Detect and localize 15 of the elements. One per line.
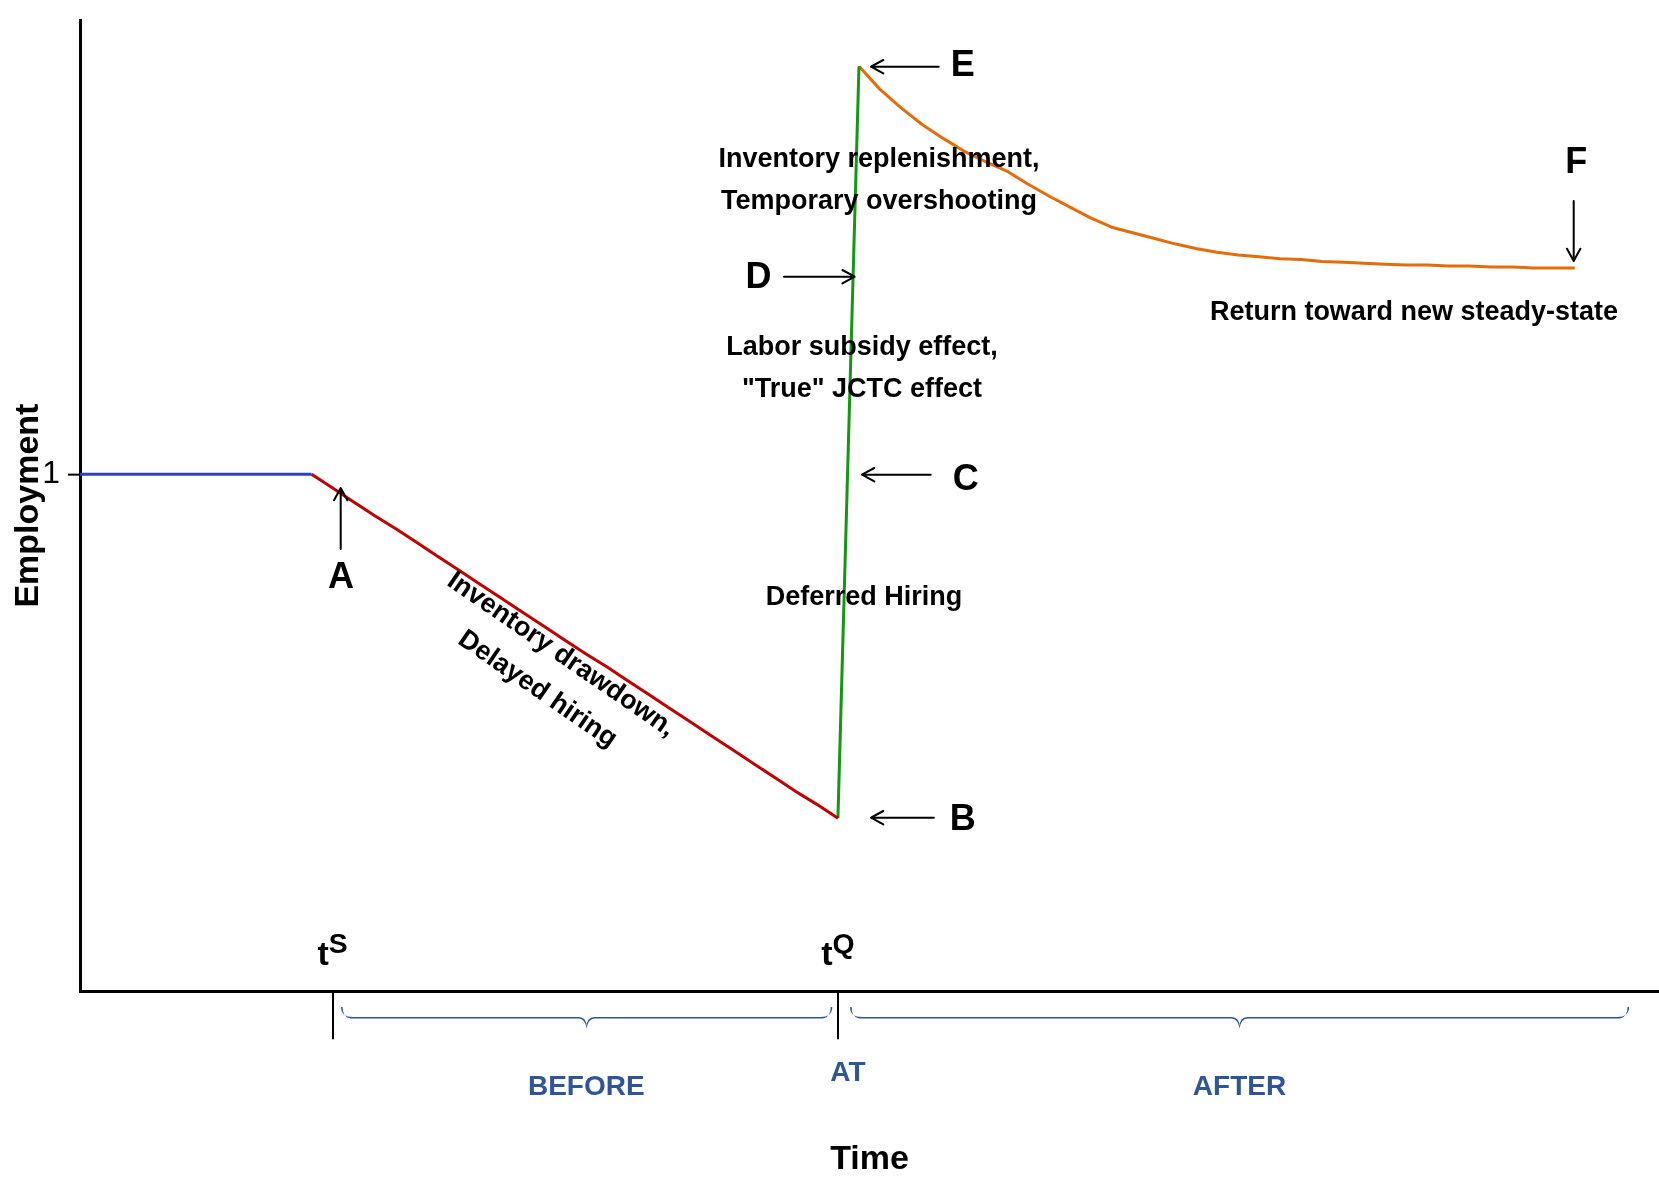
x-axis-title: Time [830, 1137, 909, 1176]
annotation: C [952, 457, 979, 499]
annotation: B [949, 796, 976, 838]
text: BEFORE [527, 1069, 645, 1101]
annotation: F [1565, 140, 1588, 182]
annotation: D [745, 255, 772, 297]
text: AFTER [1192, 1069, 1287, 1101]
text: 1 [42, 454, 60, 491]
annotation: Return toward new steady-state [1209, 295, 1618, 326]
y-axis-title: Employment [6, 403, 45, 608]
x-tick-label: t$^{S}$ [317, 927, 348, 973]
text: AT [830, 1055, 866, 1087]
annotation: A [328, 555, 355, 597]
x-tick-label: t$^{Q}$ [821, 927, 855, 973]
annotation: E [950, 43, 975, 85]
